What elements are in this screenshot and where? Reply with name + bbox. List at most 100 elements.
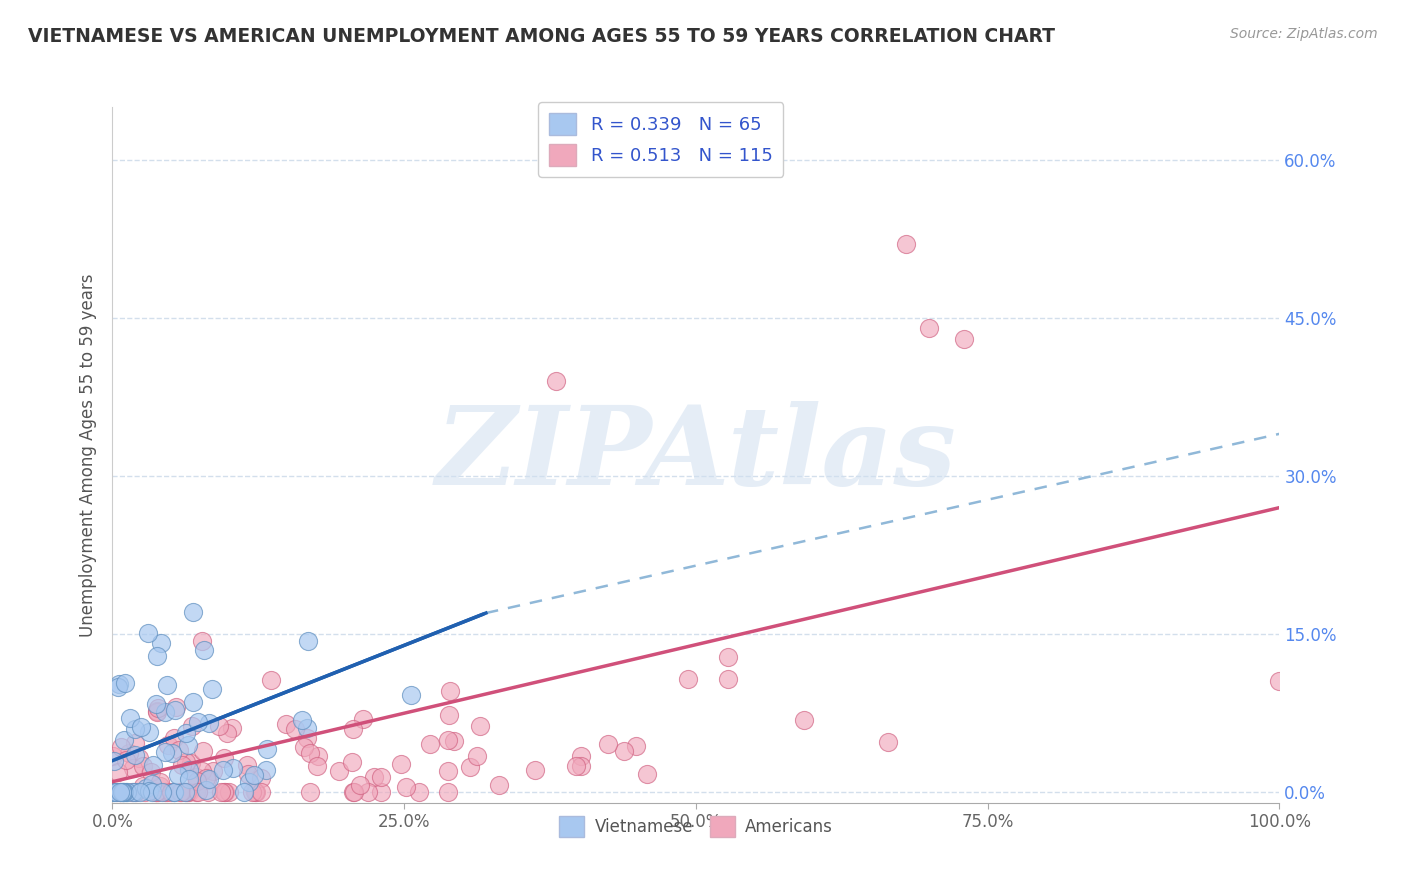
Point — [328, 764, 350, 779]
Point — [101, 785, 124, 799]
Point — [160, 785, 183, 799]
Point — [793, 713, 815, 727]
Point — [370, 785, 392, 799]
Point — [186, 785, 208, 799]
Point — [132, 759, 155, 773]
Point — [1268, 673, 1291, 688]
Point — [138, 625, 160, 640]
Point — [308, 748, 330, 763]
Point — [250, 771, 273, 785]
Point — [176, 738, 198, 752]
Point — [636, 766, 658, 780]
Point — [363, 770, 385, 784]
Point — [114, 785, 136, 799]
Point — [245, 785, 267, 799]
Point — [145, 705, 167, 719]
Point — [297, 634, 319, 648]
Point — [107, 765, 129, 780]
Point — [918, 321, 941, 335]
Point — [207, 719, 229, 733]
Point — [141, 777, 163, 791]
Point — [110, 739, 132, 754]
Point — [114, 675, 136, 690]
Point — [342, 722, 364, 736]
Point — [145, 785, 167, 799]
Point — [124, 747, 146, 762]
Point — [569, 759, 592, 773]
Point — [184, 770, 207, 784]
Point — [256, 741, 278, 756]
Point — [150, 785, 173, 799]
Point — [128, 750, 150, 764]
Point — [145, 704, 167, 718]
Point — [103, 785, 125, 799]
Point — [195, 772, 218, 787]
Point — [357, 785, 380, 799]
Point — [254, 763, 277, 777]
Point — [198, 772, 221, 787]
Point — [174, 755, 197, 769]
Point — [215, 726, 238, 740]
Point — [180, 756, 202, 771]
Point — [112, 732, 135, 747]
Point — [342, 785, 364, 799]
Point — [295, 731, 318, 745]
Point — [342, 785, 364, 799]
Point — [877, 735, 900, 749]
Point — [191, 633, 214, 648]
Point — [115, 785, 138, 799]
Point — [443, 733, 465, 747]
Point — [187, 714, 209, 729]
Point — [112, 785, 135, 799]
Text: ZIPAtlas: ZIPAtlas — [436, 401, 956, 508]
Point — [145, 785, 167, 799]
Point — [488, 778, 510, 792]
Point — [145, 698, 167, 712]
Point — [274, 717, 297, 731]
Point — [124, 785, 146, 799]
Point — [149, 775, 172, 789]
Point — [165, 700, 187, 714]
Point — [212, 785, 235, 799]
Point — [156, 785, 179, 799]
Point — [894, 237, 917, 252]
Point — [172, 757, 194, 772]
Point — [177, 772, 200, 787]
Y-axis label: Unemployment Among Ages 55 to 59 years: Unemployment Among Ages 55 to 59 years — [79, 273, 97, 637]
Point — [212, 751, 235, 765]
Point — [129, 720, 152, 734]
Point — [195, 771, 218, 785]
Point — [129, 785, 152, 799]
Point — [437, 733, 460, 747]
Point — [211, 763, 233, 777]
Point — [209, 785, 232, 799]
Point — [186, 773, 208, 788]
Point — [135, 780, 157, 795]
Point — [115, 753, 138, 767]
Point — [291, 714, 314, 728]
Point — [238, 775, 260, 789]
Point — [195, 783, 218, 797]
Point — [305, 759, 328, 773]
Point — [198, 716, 221, 731]
Point — [156, 739, 179, 753]
Point — [104, 785, 127, 799]
Point — [118, 711, 141, 725]
Point — [118, 746, 141, 760]
Point — [193, 643, 215, 657]
Point — [214, 785, 236, 799]
Point — [177, 785, 200, 799]
Point — [169, 785, 191, 799]
Point — [167, 768, 190, 782]
Point — [149, 779, 172, 793]
Point — [260, 673, 283, 688]
Point — [124, 722, 146, 736]
Point — [953, 332, 976, 346]
Point — [243, 785, 266, 799]
Point — [121, 785, 143, 799]
Point — [148, 785, 170, 799]
Point — [138, 783, 160, 797]
Point — [626, 739, 648, 754]
Point — [155, 705, 177, 719]
Point — [221, 722, 243, 736]
